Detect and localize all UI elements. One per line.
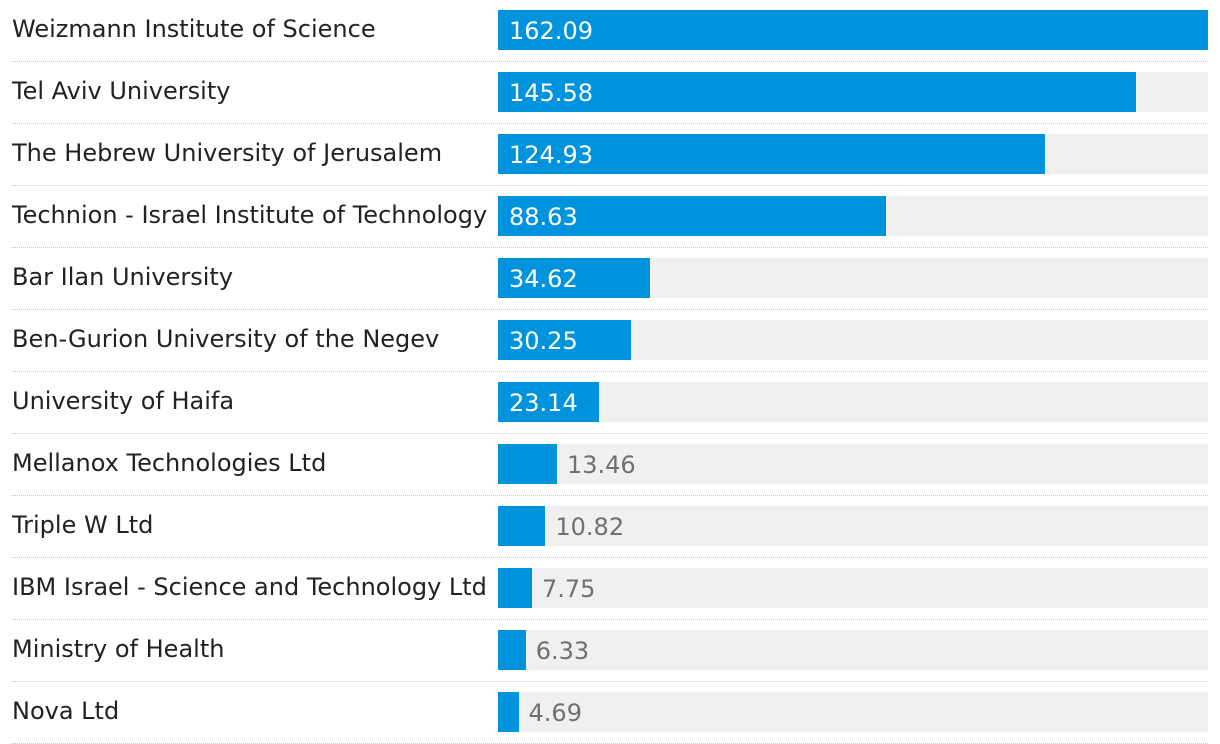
category-label: Ministry of Health	[12, 635, 225, 663]
bar	[498, 10, 1208, 50]
bar-track: 30.25	[498, 320, 1208, 360]
bar-row: Tel Aviv University 145.58	[12, 62, 1208, 124]
category-label: Technion - Israel Institute of Technolog…	[12, 201, 488, 229]
category-label: Triple W Ltd	[12, 511, 154, 539]
row-divider	[12, 681, 1208, 682]
value-label: 6.33	[535, 637, 590, 665]
bar-track: 6.33	[498, 630, 1208, 670]
category-label: IBM Israel - Science and Technology Ltd	[12, 573, 487, 601]
row-divider	[12, 433, 1208, 434]
category-label: Bar Ilan University	[12, 263, 234, 291]
bar	[498, 444, 557, 484]
bar	[498, 692, 519, 732]
value-label: 4.69	[528, 699, 582, 727]
bar	[498, 320, 631, 360]
value-label: 124.93	[509, 141, 593, 169]
row-divider	[12, 185, 1208, 186]
bar-row: Nova Ltd 4.69	[12, 682, 1208, 744]
bar-row: University of Haifa 23.14	[12, 372, 1208, 434]
bar	[498, 382, 600, 422]
bar-track: 145.58	[498, 72, 1208, 112]
bar	[498, 196, 887, 236]
bar	[498, 568, 532, 608]
bar-track: 162.09	[498, 10, 1208, 50]
bar-row: Weizmann Institute of Science 162.09	[12, 0, 1208, 62]
bar-track: 7.75	[498, 568, 1208, 608]
category-label: Ben-Gurion University of the Negev	[12, 325, 440, 353]
bar	[498, 506, 546, 546]
bar-row: Ministry of Health 6.33	[12, 620, 1208, 682]
category-label: The Hebrew University of Jerusalem	[12, 139, 443, 167]
bar-track: 124.93	[498, 134, 1208, 174]
bar-track: 88.63	[498, 196, 1208, 236]
bar-row: The Hebrew University of Jerusalem 124.93	[12, 124, 1208, 186]
row-divider	[12, 61, 1208, 62]
value-label: 23.14	[509, 389, 578, 417]
bar-row: Triple W Ltd 10.82	[12, 496, 1208, 558]
bar-row: Technion - Israel Institute of Technolog…	[12, 186, 1208, 248]
bar-track: 13.46	[498, 444, 1208, 484]
bar-track: 34.62	[498, 258, 1208, 298]
category-label: Tel Aviv University	[12, 77, 231, 105]
row-divider	[12, 495, 1208, 496]
bar	[498, 258, 650, 298]
category-label: Mellanox Technologies Ltd	[12, 449, 327, 477]
value-label: 7.75	[541, 575, 596, 603]
row-divider	[12, 309, 1208, 310]
category-label: Nova Ltd	[12, 697, 120, 725]
bar-row: Bar Ilan University 34.62	[12, 248, 1208, 310]
value-label: 30.25	[509, 327, 578, 355]
value-label: 10.82	[555, 513, 625, 541]
value-label: 34.62	[509, 265, 578, 293]
value-label: 88.63	[509, 203, 578, 231]
value-label: 145.58	[509, 79, 593, 107]
row-divider	[12, 371, 1208, 372]
bar	[498, 134, 1046, 174]
bar-row: Ben-Gurion University of the Negev 30.25	[12, 310, 1208, 372]
bar-row: IBM Israel - Science and Technology Ltd 7…	[12, 558, 1208, 620]
bar	[498, 630, 526, 670]
category-label: University of Haifa	[12, 387, 235, 415]
bar-track: 10.82	[498, 506, 1208, 546]
bar-track: 23.14	[498, 382, 1208, 422]
row-divider	[12, 123, 1208, 124]
row-divider	[12, 557, 1208, 558]
row-divider	[12, 247, 1208, 248]
bar-track: 4.69	[498, 692, 1208, 732]
bar-row: Mellanox Technologies Ltd 13.46	[12, 434, 1208, 496]
row-divider	[12, 619, 1208, 620]
value-label: 13.46	[566, 451, 636, 479]
category-label: Weizmann Institute of Science	[12, 15, 376, 43]
value-label: 162.09	[509, 17, 593, 45]
bar	[498, 72, 1136, 112]
